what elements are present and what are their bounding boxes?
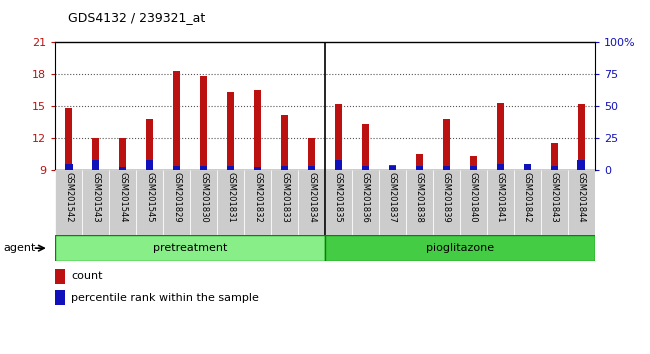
Bar (578, 104, 584, 170)
Bar (443, 119, 450, 170)
Bar (470, 156, 476, 170)
Bar (335, 104, 342, 170)
Bar (487, 170, 514, 235)
Bar (146, 160, 153, 170)
Bar (362, 124, 369, 170)
Bar (541, 170, 568, 235)
Bar (281, 115, 288, 170)
Bar (406, 170, 433, 235)
Bar (271, 170, 298, 235)
Bar (577, 160, 585, 170)
Bar (389, 166, 396, 170)
Bar (217, 170, 244, 235)
Bar (55, 235, 325, 261)
Text: GSM201842: GSM201842 (523, 172, 532, 223)
Bar (379, 170, 406, 235)
Text: GDS4132 / 239321_at: GDS4132 / 239321_at (68, 11, 205, 24)
Text: pioglitazone: pioglitazone (426, 243, 494, 253)
Bar (281, 166, 289, 170)
Bar (469, 166, 477, 170)
Bar (254, 90, 261, 170)
Text: GSM201831: GSM201831 (226, 172, 235, 223)
Text: pretreatment: pretreatment (153, 243, 228, 253)
Text: GSM201834: GSM201834 (307, 172, 316, 223)
Bar (551, 143, 558, 170)
Text: GSM201841: GSM201841 (496, 172, 505, 223)
Bar (200, 76, 207, 170)
Bar (307, 166, 315, 170)
Text: GSM201840: GSM201840 (469, 172, 478, 223)
Bar (82, 170, 109, 235)
Bar (190, 170, 217, 235)
Bar (92, 160, 99, 170)
Bar (443, 166, 450, 170)
Text: GSM201839: GSM201839 (442, 172, 451, 223)
Bar (325, 235, 595, 261)
Bar (551, 166, 558, 170)
Text: count: count (72, 271, 103, 281)
Text: GSM201835: GSM201835 (334, 172, 343, 223)
Bar (55, 269, 65, 284)
Bar (415, 166, 423, 170)
Text: GSM201838: GSM201838 (415, 172, 424, 223)
Bar (65, 164, 73, 170)
Bar (136, 170, 163, 235)
Text: GSM201833: GSM201833 (280, 172, 289, 223)
Text: GSM201836: GSM201836 (361, 172, 370, 223)
Bar (433, 170, 460, 235)
Bar (244, 170, 271, 235)
Text: GSM201544: GSM201544 (118, 172, 127, 222)
Bar (335, 160, 343, 170)
Text: GSM201545: GSM201545 (145, 172, 154, 222)
Bar (173, 166, 181, 170)
Text: GSM201832: GSM201832 (253, 172, 262, 223)
Bar (389, 165, 396, 170)
Bar (163, 170, 190, 235)
Bar (568, 170, 595, 235)
Bar (254, 167, 261, 170)
Bar (325, 170, 352, 235)
Bar (497, 103, 504, 170)
Bar (524, 167, 530, 170)
Bar (120, 138, 126, 170)
Text: GSM201543: GSM201543 (91, 172, 100, 223)
Text: percentile rank within the sample: percentile rank within the sample (72, 292, 259, 303)
Bar (523, 164, 531, 170)
Text: GSM201830: GSM201830 (199, 172, 208, 223)
Bar (146, 119, 153, 170)
Bar (361, 166, 369, 170)
Bar (92, 138, 99, 170)
Bar (174, 71, 180, 170)
Text: GSM201829: GSM201829 (172, 172, 181, 223)
Bar (460, 170, 487, 235)
Bar (497, 164, 504, 170)
Bar (109, 170, 136, 235)
Bar (55, 290, 65, 305)
Bar (119, 167, 127, 170)
Bar (227, 92, 234, 170)
Bar (55, 170, 83, 235)
Bar (66, 108, 72, 170)
Bar (514, 170, 541, 235)
Text: GSM201843: GSM201843 (550, 172, 559, 223)
Bar (416, 154, 422, 170)
Bar (200, 166, 207, 170)
Bar (227, 166, 235, 170)
Bar (308, 138, 315, 170)
Text: agent: agent (3, 243, 36, 253)
Text: GSM201837: GSM201837 (388, 172, 397, 223)
Bar (352, 170, 379, 235)
Text: GSM201844: GSM201844 (577, 172, 586, 223)
Text: GSM201542: GSM201542 (64, 172, 73, 222)
Bar (298, 170, 325, 235)
